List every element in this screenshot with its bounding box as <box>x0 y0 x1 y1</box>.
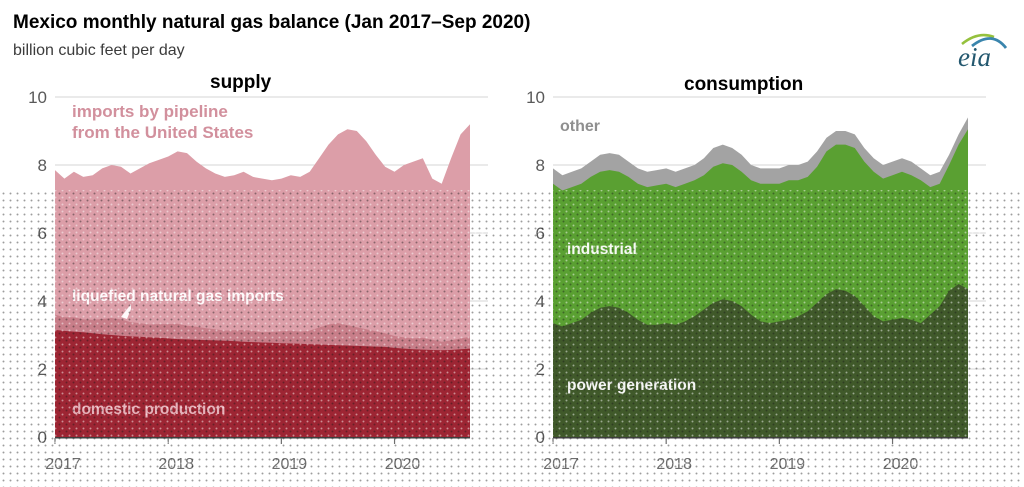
consumption-y-tick-label: 0 <box>536 428 545 447</box>
supply-x-tick-label: 2020 <box>385 456 421 473</box>
consumption-chart-title: consumption <box>684 74 804 95</box>
label-other: other <box>560 118 600 135</box>
label-power-generation: power generation <box>567 377 697 394</box>
label-imports-by-pipeline-line2: from the United States <box>72 123 254 142</box>
supply-y-tick-label: 10 <box>28 88 47 107</box>
supply-y-tick-label: 0 <box>38 428 47 447</box>
lng-label-arrow-icon <box>121 304 131 319</box>
label-industrial: industrial <box>567 241 637 258</box>
consumption-x-tick-label: 2019 <box>770 456 806 473</box>
supply-y-tick-label: 8 <box>38 156 47 175</box>
consumption-y-tick-label: 6 <box>536 224 545 243</box>
consumption-y-tick-label: 8 <box>536 156 545 175</box>
consumption-x-tick-label: 2017 <box>543 456 579 473</box>
supply-chart-title: supply <box>210 72 272 93</box>
consumption-y-tick-label: 4 <box>536 292 545 311</box>
consumption-x-tick-label: 2018 <box>656 456 692 473</box>
label-imports-by-pipeline: imports by pipeline from the United Stat… <box>72 101 253 143</box>
eia-logo-swoosh-blue-icon <box>971 37 1008 49</box>
label-domestic-production: domestic production <box>72 401 226 418</box>
supply-area-domestic-production <box>55 329 470 437</box>
supply-y-tick-label: 2 <box>38 360 47 379</box>
eia-logo-swoosh-green-icon <box>961 33 995 46</box>
supply-x-tick-label: 2018 <box>158 456 194 473</box>
eia-logo: eia <box>958 33 1008 72</box>
label-lng-imports: liquefied natural gas imports <box>72 288 284 305</box>
eia-logo-text: eia <box>958 42 991 72</box>
page-subtitle: billion cubic feet per day <box>13 42 185 59</box>
supply-x-tick-label: 2017 <box>45 456 81 473</box>
label-imports-by-pipeline-line1: imports by pipeline <box>72 102 228 121</box>
consumption-x-tick-label: 2020 <box>883 456 919 473</box>
supply-y-tick-label: 4 <box>38 292 47 311</box>
consumption-y-tick-label: 10 <box>526 88 545 107</box>
consumption-area-power-generation <box>553 284 968 437</box>
supply-y-tick-label: 6 <box>38 224 47 243</box>
supply-x-tick-label: 2019 <box>272 456 308 473</box>
consumption-y-tick-label: 2 <box>536 360 545 379</box>
page-title: Mexico monthly natural gas balance (Jan … <box>13 12 531 33</box>
